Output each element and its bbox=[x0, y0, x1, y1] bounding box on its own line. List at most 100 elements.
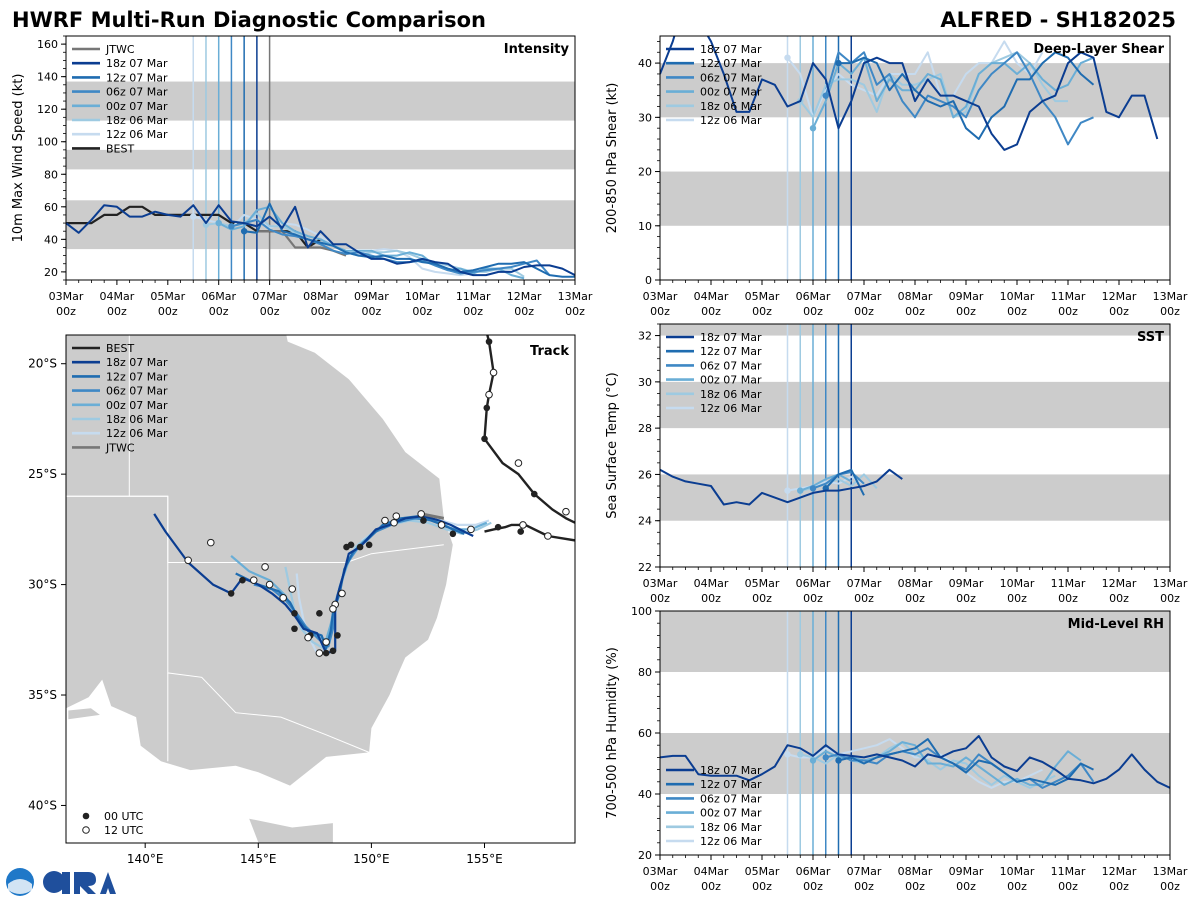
intensity-legend-label: JTWC bbox=[105, 43, 135, 56]
sst-init-marker bbox=[784, 487, 791, 494]
rh-xtick-label: 00z bbox=[854, 880, 874, 893]
rh-panel-title: Mid-Level RH bbox=[1068, 617, 1164, 632]
sst-ytick-label: 22 bbox=[638, 561, 652, 574]
sst-ytick-label: 24 bbox=[638, 515, 652, 528]
sst-xtick-label: 11Mar bbox=[1051, 577, 1086, 590]
shear-xtick-label: 09Mar bbox=[949, 290, 984, 303]
intensity-xtick-label: 03Mar bbox=[49, 290, 84, 303]
shear-init-marker bbox=[784, 54, 791, 61]
sst-xtick-label: 12Mar bbox=[1102, 577, 1137, 590]
track-12utc-marker bbox=[329, 605, 337, 613]
rh-xtick-label: 04Mar bbox=[694, 865, 729, 878]
shear-xtick-label: 04Mar bbox=[694, 290, 729, 303]
cira-globe-icon bbox=[43, 871, 65, 893]
intensity-xtick-label: 00z bbox=[260, 305, 280, 318]
rh-legend-label: 00z 07 Mar bbox=[700, 807, 762, 820]
intensity-legend-label: 12z 07 Mar bbox=[106, 71, 168, 84]
track-xtick-label: 150°E bbox=[353, 852, 390, 866]
sst-ylabel: Sea Surface Temp (°C) bbox=[605, 372, 620, 519]
shear-init-marker bbox=[809, 124, 817, 132]
sst-legend-label: 12z 06 Mar bbox=[700, 402, 762, 415]
intensity-ylabel: 10m Max Wind Speed (kt) bbox=[11, 74, 26, 243]
intensity-xtick-label: 09Mar bbox=[354, 290, 389, 303]
intensity-series-line bbox=[66, 204, 575, 277]
rh-init-marker bbox=[835, 757, 842, 764]
intensity-xtick-label: 00z bbox=[565, 305, 585, 318]
shear-legend-label: 00z 07 Mar bbox=[700, 86, 762, 99]
shear-legend-label: 18z 06 Mar bbox=[700, 100, 762, 113]
shear-xtick-label: 12Mar bbox=[1102, 290, 1137, 303]
track-00utc-marker bbox=[365, 541, 373, 549]
track-frame bbox=[65, 334, 576, 844]
intensity-series-line bbox=[218, 205, 525, 280]
rh-ytick-label: 60 bbox=[638, 727, 652, 740]
track-00utc-marker bbox=[322, 649, 330, 657]
sst-panel: 22 24 26 28 30 32 03Mar 00z 04Mar 00z 05Mar 00z 06Ma… bbox=[605, 323, 1188, 605]
track-ytick-label: 35°S bbox=[28, 688, 57, 702]
shear-xtick-label: 10Mar bbox=[1000, 290, 1035, 303]
rh-legend-label: 18z 07 Mar bbox=[700, 764, 762, 777]
intensity-xtick-label: 00z bbox=[56, 305, 76, 318]
track-12utc-marker bbox=[184, 556, 192, 565]
track-xtick-label: 155°E bbox=[466, 852, 503, 866]
rh-series-line bbox=[660, 735, 1170, 790]
track-12utc-marker bbox=[489, 368, 498, 377]
track-legend-label: 06z 07 Mar bbox=[106, 385, 168, 398]
shear-series-line bbox=[812, 56, 1094, 129]
intensity-xtick-label: 00z bbox=[362, 305, 382, 318]
intensity-ytick-label: 160 bbox=[37, 38, 58, 51]
intensity-xtick-label: 00z bbox=[107, 305, 127, 318]
rh-xtick-label: 13Mar bbox=[1153, 865, 1188, 878]
sst-legend-label: 00z 07 Mar bbox=[700, 374, 762, 387]
rh-xtick-label: 03Mar bbox=[643, 865, 678, 878]
rh-xtick-label: 00z bbox=[1007, 880, 1027, 893]
track-legend-label: 12z 06 Mar bbox=[106, 427, 168, 440]
intensity-init-marker bbox=[202, 221, 210, 228]
track-00utc-marker bbox=[227, 590, 235, 597]
track-legend-label: JTWC bbox=[105, 441, 135, 454]
track-12utc-marker bbox=[519, 521, 527, 529]
rh-legend-label: 12z 07 Mar bbox=[700, 778, 762, 791]
rh-xtick-label: 00z bbox=[1160, 880, 1180, 893]
rh-series-line bbox=[825, 747, 1095, 789]
intensity-legend-label: 12z 06 Mar bbox=[106, 128, 168, 141]
shear-plot-area bbox=[660, 36, 1159, 280]
intensity-init-marker bbox=[215, 219, 222, 227]
rh-ytick-label: 80 bbox=[638, 666, 652, 679]
intensity-xtick-label: 00z bbox=[311, 305, 331, 318]
intensity-xtick-label: 10Mar bbox=[405, 290, 440, 303]
sst-xtick-label: 00z bbox=[905, 592, 925, 605]
australia-land bbox=[66, 335, 453, 786]
shear-legend-label: 18z 07 Mar bbox=[700, 43, 762, 56]
shear-ytick-label: 40 bbox=[638, 57, 652, 70]
intensity-xtick-label: 00z bbox=[514, 305, 534, 318]
shear-legend-label: 12z 06 Mar bbox=[700, 114, 762, 127]
intensity-band bbox=[66, 200, 575, 250]
sst-xtick-label: 08Mar bbox=[898, 577, 933, 590]
track-panel-title: Track bbox=[530, 344, 569, 359]
rh-init-marker bbox=[797, 751, 804, 758]
rh-xtick-label: 12Mar bbox=[1102, 865, 1137, 878]
storm-title: ALFRED - SH182025 bbox=[940, 8, 1176, 32]
track-00utc-marker bbox=[291, 625, 298, 633]
rh-series-line bbox=[787, 738, 1043, 789]
intensity-legend-label: 06z 07 Mar bbox=[106, 86, 168, 99]
track-00utc-marker bbox=[316, 609, 323, 617]
shear-xtick-label: 00z bbox=[1160, 305, 1180, 318]
sst-xtick-label: 10Mar bbox=[1000, 577, 1035, 590]
track-00utc-marker bbox=[356, 543, 364, 551]
sst-legend-label: 18z 06 Mar bbox=[700, 388, 762, 401]
track-00utc-marker bbox=[485, 338, 493, 345]
shear-band bbox=[660, 171, 1170, 226]
track-ytick-label: 30°S bbox=[28, 578, 57, 592]
track-12utc-marker bbox=[467, 525, 475, 534]
sst-xtick-label: 00z bbox=[1058, 592, 1078, 605]
sst-band bbox=[660, 474, 1170, 521]
sst-xtick-label: 00z bbox=[1109, 592, 1129, 605]
track-12utc-marker bbox=[514, 459, 523, 467]
